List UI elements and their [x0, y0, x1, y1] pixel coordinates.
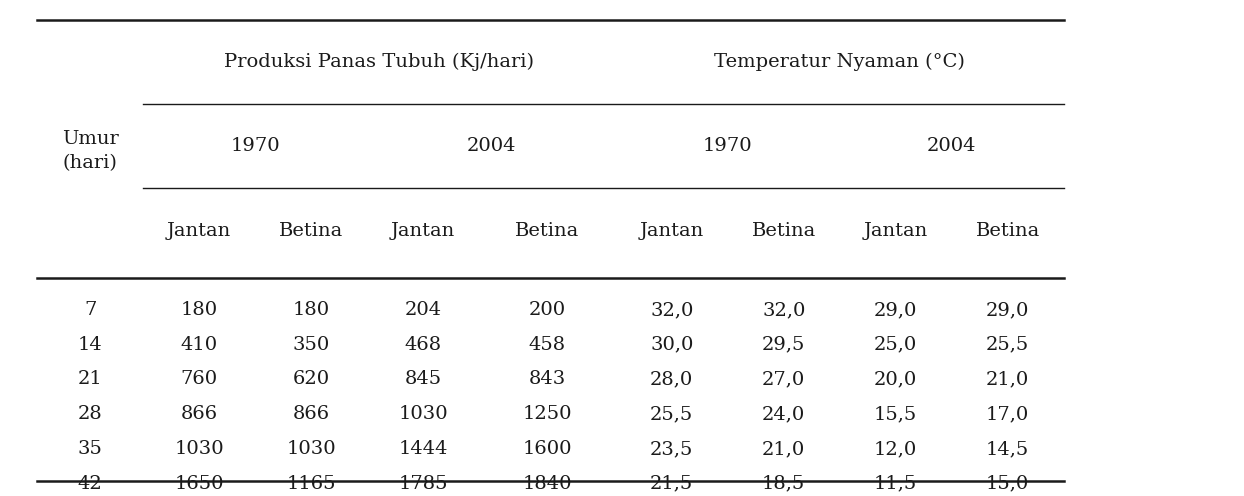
Text: 1250: 1250 [522, 405, 572, 423]
Text: 180: 180 [180, 301, 218, 319]
Text: Produksi Panas Tubuh (Kj/hari): Produksi Panas Tubuh (Kj/hari) [224, 53, 535, 71]
Text: 23,5: 23,5 [651, 440, 693, 458]
Text: 24,0: 24,0 [763, 405, 805, 423]
Text: 14,5: 14,5 [986, 440, 1029, 458]
Text: 28,0: 28,0 [651, 371, 693, 388]
Text: 21,5: 21,5 [651, 475, 693, 493]
Text: Jantan: Jantan [863, 222, 928, 240]
Text: 42: 42 [78, 475, 102, 493]
Text: 25,5: 25,5 [651, 405, 693, 423]
Text: 2004: 2004 [927, 137, 977, 155]
Text: Umur
(hari): Umur (hari) [62, 130, 118, 172]
Text: 1030: 1030 [398, 405, 448, 423]
Text: 29,5: 29,5 [763, 336, 805, 354]
Text: 620: 620 [292, 371, 330, 388]
Text: 866: 866 [292, 405, 330, 423]
Text: 1030: 1030 [174, 440, 224, 458]
Text: 1444: 1444 [398, 440, 448, 458]
Text: 1970: 1970 [703, 137, 753, 155]
Text: 25,5: 25,5 [986, 336, 1029, 354]
Text: 1970: 1970 [230, 137, 280, 155]
Text: 32,0: 32,0 [763, 301, 805, 319]
Text: 204: 204 [404, 301, 442, 319]
Text: Betina: Betina [515, 222, 580, 240]
Text: Jantan: Jantan [391, 222, 455, 240]
Text: 30,0: 30,0 [651, 336, 693, 354]
Text: Betina: Betina [751, 222, 816, 240]
Text: 458: 458 [529, 336, 566, 354]
Text: 200: 200 [529, 301, 566, 319]
Text: 843: 843 [529, 371, 566, 388]
Text: 25,0: 25,0 [875, 336, 917, 354]
Text: Betina: Betina [975, 222, 1040, 240]
Text: 760: 760 [180, 371, 218, 388]
Text: 845: 845 [404, 371, 442, 388]
Text: 1030: 1030 [286, 440, 336, 458]
Text: 21,0: 21,0 [763, 440, 805, 458]
Text: 14: 14 [78, 336, 102, 354]
Text: 468: 468 [404, 336, 442, 354]
Text: 17,0: 17,0 [986, 405, 1029, 423]
Text: 28: 28 [78, 405, 102, 423]
Text: 7: 7 [85, 301, 96, 319]
Text: 1785: 1785 [398, 475, 448, 493]
Text: 35: 35 [78, 440, 102, 458]
Text: 11,5: 11,5 [875, 475, 917, 493]
Text: 1840: 1840 [522, 475, 572, 493]
Text: Jantan: Jantan [639, 222, 704, 240]
Text: 15,0: 15,0 [986, 475, 1029, 493]
Text: 27,0: 27,0 [763, 371, 805, 388]
Text: 180: 180 [292, 301, 330, 319]
Text: 12,0: 12,0 [875, 440, 917, 458]
Text: 1165: 1165 [286, 475, 336, 493]
Text: 15,5: 15,5 [875, 405, 917, 423]
Text: 21: 21 [78, 371, 102, 388]
Text: Jantan: Jantan [167, 222, 231, 240]
Text: 350: 350 [292, 336, 330, 354]
Text: 410: 410 [180, 336, 218, 354]
Text: 29,0: 29,0 [986, 301, 1029, 319]
Text: 18,5: 18,5 [763, 475, 805, 493]
Text: 29,0: 29,0 [875, 301, 917, 319]
Text: 32,0: 32,0 [651, 301, 693, 319]
Text: 21,0: 21,0 [986, 371, 1029, 388]
Text: 866: 866 [180, 405, 218, 423]
Text: 20,0: 20,0 [875, 371, 917, 388]
Text: 1650: 1650 [174, 475, 224, 493]
Text: 1600: 1600 [522, 440, 572, 458]
Text: Betina: Betina [279, 222, 343, 240]
Text: 2004: 2004 [466, 137, 516, 155]
Text: Temperatur Nyaman (°C): Temperatur Nyaman (°C) [714, 53, 965, 71]
